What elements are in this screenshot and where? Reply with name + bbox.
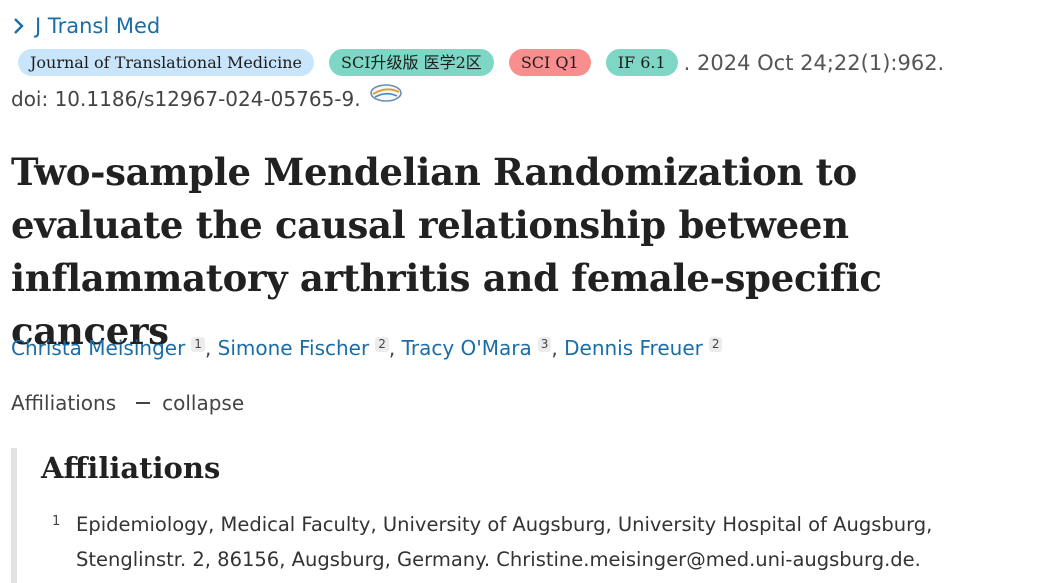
minus-icon xyxy=(136,402,151,404)
author-simone-fischer[interactable]: Simone Fischer 2 xyxy=(218,336,389,360)
author-tracy-omara[interactable]: Tracy O'Mara 3 xyxy=(402,336,552,360)
affiliation-ref[interactable]: 3 xyxy=(537,337,552,352)
affiliations-panel-bar xyxy=(11,448,17,583)
author-dennis-freuer[interactable]: Dennis Freuer 2 xyxy=(564,336,723,360)
affiliations-heading: Affiliations xyxy=(41,451,221,485)
doi-text[interactable]: doi: 10.1186/s12967-024-05765-9. xyxy=(11,87,361,111)
sci-upgrade-badge[interactable]: SCI升级版 医学2区 xyxy=(329,49,494,76)
journal-link[interactable]: J Transl Med xyxy=(11,14,160,38)
doi-line: doi: 10.1186/s12967-024-05765-9. xyxy=(11,84,403,111)
external-link-icon[interactable] xyxy=(369,82,403,104)
affiliation-text: Epidemiology, Medical Faculty, Universit… xyxy=(76,513,933,571)
impact-factor-badge[interactable]: IF 6.1 xyxy=(605,49,678,76)
affiliation-number: 1 xyxy=(52,514,61,529)
affiliations-toggle-label: Affiliations xyxy=(11,391,117,415)
affiliation-ref[interactable]: 2 xyxy=(708,337,723,352)
author-list: Christa Meisinger 1, Simone Fischer 2, Tra… xyxy=(11,336,723,360)
affiliation-ref[interactable]: 2 xyxy=(375,337,389,352)
article-title: Two-sample Mendelian Randomization to ev… xyxy=(11,150,882,353)
affiliations-toggle[interactable]: Affiliations collapse xyxy=(11,391,244,415)
citation-date: . 2024 Oct 24;22(1):962. xyxy=(683,50,945,75)
affiliation-ref[interactable]: 1 xyxy=(191,337,205,352)
journal-badges: Journal of Translational Medicine SCI升级版… xyxy=(18,49,944,76)
journal-link-label: J Transl Med xyxy=(35,14,161,38)
author-christa-meisinger[interactable]: Christa Meisinger 1 xyxy=(11,336,205,360)
collapse-action[interactable]: collapse xyxy=(162,391,245,415)
sci-quartile-badge[interactable]: SCI Q1 xyxy=(508,49,591,76)
journal-name-badge[interactable]: Journal of Translational Medicine xyxy=(18,49,315,76)
chevron-right-icon xyxy=(14,18,24,34)
